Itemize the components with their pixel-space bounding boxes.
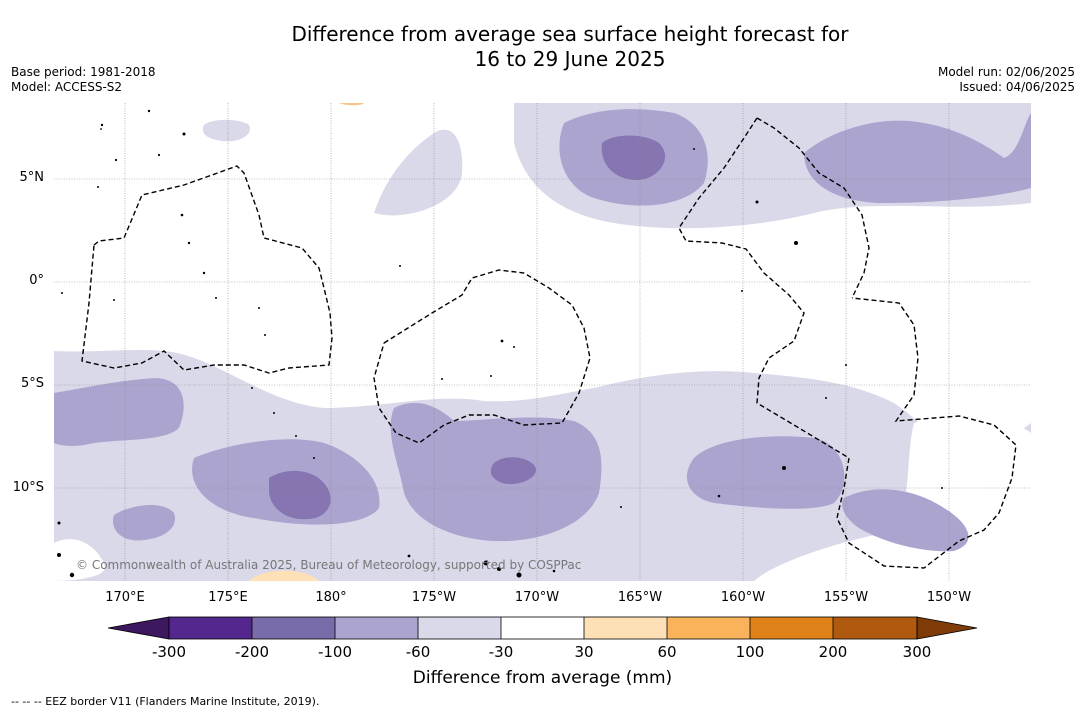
anomaly-region (54, 378, 184, 446)
legend-tick: -100 (317, 643, 353, 661)
lon-label-175w: 175°W (411, 590, 457, 605)
graticule (54, 103, 1031, 581)
lon-label-150w: 150°W (926, 590, 972, 605)
model-run-date: Model run: 02/06/2025 (937, 65, 1075, 79)
eez-borders (81, 117, 1017, 569)
legend-extend-max (916, 616, 978, 640)
anomaly-shading (54, 103, 1031, 581)
eez-border (373, 269, 591, 444)
legend-tick: -200 (234, 643, 270, 661)
eez-border (678, 117, 1017, 569)
anomaly-region (842, 489, 969, 552)
legend-tick: 30 (574, 643, 594, 661)
legend-tick: 200 (818, 643, 848, 661)
legend-tick: -30 (488, 643, 514, 661)
lon-label-155w: 155°W (823, 590, 869, 605)
positive-anomaly-region (249, 570, 319, 581)
legend-swatch (335, 617, 418, 639)
map-panel (54, 103, 1031, 581)
lon-label-160w: 160°W (720, 590, 766, 605)
islands (57, 109, 943, 578)
color-legend-bar (107, 616, 978, 640)
map-title: Difference from average sea surface heig… (0, 22, 1085, 72)
anomaly-region (374, 129, 463, 216)
anomaly-region (686, 436, 845, 509)
eez-footnote: -- -- -- EEZ border V11 (Flanders Marine… (11, 695, 320, 708)
base-period: Base period: 1981-2018 (11, 65, 156, 79)
title-line-2: 16 to 29 June 2025 (474, 47, 666, 71)
anomaly-region (490, 457, 536, 485)
legend-swatch (750, 617, 833, 639)
lat-label-5n: 5°N (19, 170, 45, 185)
anomaly-region (202, 119, 250, 142)
lat-label-0: 0° (29, 273, 44, 288)
copyright-notice: © Commonwealth of Australia 2025, Bureau… (76, 558, 582, 572)
legend-swatch (169, 617, 252, 639)
model-name: Model: ACCESS-S2 (11, 80, 123, 94)
legend-swatch (501, 617, 584, 639)
model-info: Base period: 1981-2018 Model: ACCESS-S2 (11, 65, 156, 95)
lon-label-175e: 175°E (208, 590, 248, 605)
legend-swatch (252, 617, 335, 639)
lon-label-170e: 170°E (105, 590, 145, 605)
legend-tick: -60 (405, 643, 431, 661)
legend-swatch (833, 617, 917, 639)
legend-swatch (667, 617, 750, 639)
eez-border (81, 165, 333, 374)
run-info: Model run: 02/06/2025 Issued: 04/06/2025 (938, 65, 1075, 95)
issued-date: Issued: 04/06/2025 (959, 80, 1075, 94)
lat-label-10s: 10°S (12, 480, 44, 495)
legend-tick: 300 (902, 643, 932, 661)
no-anomaly-region (54, 539, 106, 581)
anomaly-region (113, 504, 175, 541)
title-line-1: Difference from average sea surface heig… (291, 22, 849, 46)
legend-title: Difference from average (mm) (412, 668, 673, 688)
anomaly-region (601, 135, 666, 181)
legend-swatch (584, 617, 667, 639)
lon-label-180: 180° (315, 590, 347, 605)
legend-swatch (418, 617, 501, 639)
lon-label-170w: 170°W (514, 590, 560, 605)
legend-tick: 60 (657, 643, 677, 661)
lon-label-165w: 165°W (617, 590, 663, 605)
positive-anomaly-region (339, 103, 364, 106)
legend-tick: -300 (151, 643, 187, 661)
anomaly-region (269, 470, 331, 520)
legend-extend-min (107, 616, 170, 640)
legend-tick: 100 (735, 643, 765, 661)
eez-border (756, 117, 870, 299)
anomaly-region (804, 113, 1031, 203)
lat-label-5s: 5°S (20, 376, 44, 391)
